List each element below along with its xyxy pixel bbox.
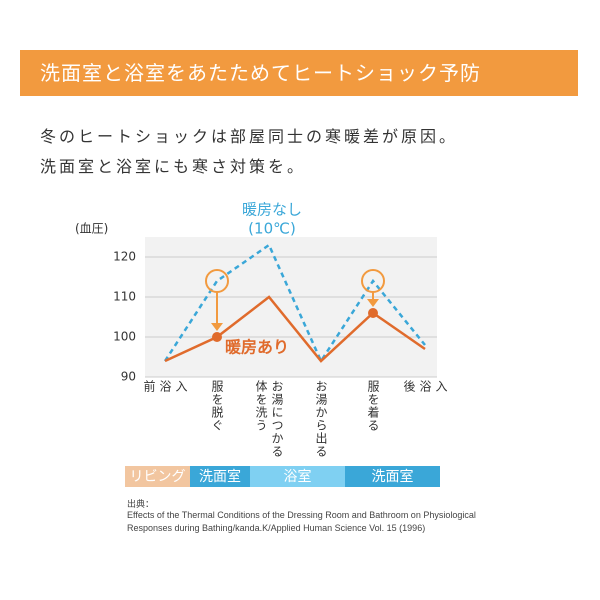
series-label: 暖房あり <box>225 338 289 357</box>
room-label: 浴室 <box>284 468 312 485</box>
x-tick-label: 浴 <box>418 380 432 393</box>
intro-line: 冬のヒートショックは部屋同士の寒暖差が原因。 <box>40 127 459 146</box>
x-tick-label: お湯につかる <box>270 380 284 458</box>
y-tick-label: 100 <box>113 330 136 344</box>
room-label: 洗面室 <box>199 468 241 485</box>
plot-background <box>145 237 437 377</box>
y-tick-label: 90 <box>121 370 136 384</box>
data-point <box>368 308 378 318</box>
source-line: Effects of the Thermal Conditions of the… <box>127 510 476 520</box>
x-tick-label: 体を洗う <box>254 380 268 432</box>
source-line: Responses during Bathing/kanda.K/Applied… <box>127 523 426 533</box>
intro-line: 洗面室と浴室にも寒さ対策を。 <box>40 157 307 176</box>
x-tick-label: 入 <box>434 380 448 393</box>
y-axis-label: (血圧) <box>75 222 108 236</box>
room-label: リビング <box>130 469 186 485</box>
x-tick-label: 後 <box>402 380 416 393</box>
data-point <box>212 332 222 342</box>
x-tick-label: 前 <box>142 380 156 393</box>
x-tick-label: 服を着る <box>366 380 380 432</box>
room-label: 洗面室 <box>372 468 414 485</box>
room-segment <box>190 466 250 487</box>
room-segment <box>250 466 345 487</box>
series-line <box>164 295 426 363</box>
y-tick-label: 110 <box>113 290 136 304</box>
x-tick-label: 服を脱ぐ <box>210 380 224 432</box>
y-tick-label: 120 <box>113 250 136 264</box>
x-tick-label: 浴 <box>158 380 172 393</box>
x-tick-label: お湯から出る <box>314 380 328 458</box>
x-tick-label: 入 <box>174 380 188 393</box>
source-label: 出典： <box>127 499 155 509</box>
annotation: (10℃) <box>248 220 296 238</box>
arrow-head <box>367 299 379 307</box>
title-banner: 洗面室と浴室をあたためてヒートショック予防 <box>20 50 578 96</box>
room-segment <box>125 466 190 487</box>
arrow-head <box>211 323 223 331</box>
series-label: 暖房なし <box>242 201 302 219</box>
room-segment <box>345 466 440 487</box>
